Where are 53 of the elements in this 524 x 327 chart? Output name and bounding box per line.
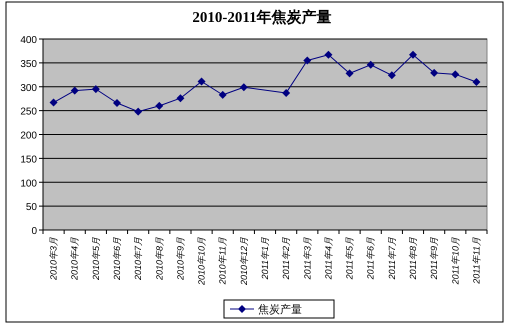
y-tick-label: 350 <box>20 58 38 70</box>
x-tick-label: 2011年5月 <box>344 237 355 280</box>
point <box>303 56 312 64</box>
legend-label: 焦炭产量 <box>258 303 302 316</box>
point <box>176 94 184 102</box>
point <box>451 70 460 78</box>
point <box>134 108 142 116</box>
x-tick-label: 2011年7月 <box>386 237 397 280</box>
x-tick-label: 2011年8月 <box>408 237 418 280</box>
y-tick-label: 0 <box>31 226 38 237</box>
point <box>324 50 332 59</box>
y-tick-label: 200 <box>20 130 38 142</box>
y-tick-label: 400 <box>20 35 38 46</box>
x-tick-label: 2011年6月 <box>366 237 376 280</box>
point <box>282 88 290 97</box>
x-tick-label: 2011年9月 <box>429 237 440 280</box>
x-tick-label: 2010年7月 <box>133 237 144 282</box>
chart-title: 2010-2011年焦炭产量 <box>192 9 332 26</box>
x-tick-label: 2010年3月 <box>48 237 59 282</box>
point <box>430 68 438 77</box>
point <box>409 50 417 59</box>
y-tick-label: 150 <box>20 154 38 166</box>
point <box>92 85 100 94</box>
x-tick-label: 2010年4月 <box>70 237 80 282</box>
y-tick-label: 300 <box>20 82 38 94</box>
point <box>218 90 227 99</box>
x-tick-label: 2010年5月 <box>90 237 101 282</box>
point <box>198 78 206 86</box>
x-tick-label: 2010年10月 <box>196 237 207 286</box>
point <box>155 102 164 110</box>
x-tick-label: 2011年3月 <box>302 237 312 280</box>
point <box>50 98 58 107</box>
point <box>366 60 375 69</box>
point <box>240 83 248 92</box>
y-tick-label: 250 <box>20 106 38 118</box>
x-tick-label: 2010年6月 <box>112 237 122 282</box>
y-tick-label: 100 <box>20 178 38 190</box>
x-tick-label: 2011年2月 <box>281 237 292 280</box>
point <box>346 69 354 78</box>
x-tick-label: 2011年1月 <box>260 237 270 280</box>
x-tick-label: 2011年4月 <box>323 237 334 280</box>
x-tick-label: 2010年11月 <box>218 237 228 286</box>
y-tick-label: 50 <box>26 202 38 214</box>
point <box>388 71 396 80</box>
x-tick-label: 2010年9月 <box>175 237 186 282</box>
legend: 焦炭产量 <box>224 300 334 318</box>
point <box>472 78 480 86</box>
point <box>70 86 79 95</box>
x-tick-label: 2011年10月 <box>450 237 460 286</box>
x-tick-label: 2010年12月 <box>238 237 249 286</box>
x-tick-label: 2010年8月 <box>154 237 164 282</box>
x-tick-label: 2011年11月 <box>471 237 482 285</box>
point <box>113 98 121 107</box>
